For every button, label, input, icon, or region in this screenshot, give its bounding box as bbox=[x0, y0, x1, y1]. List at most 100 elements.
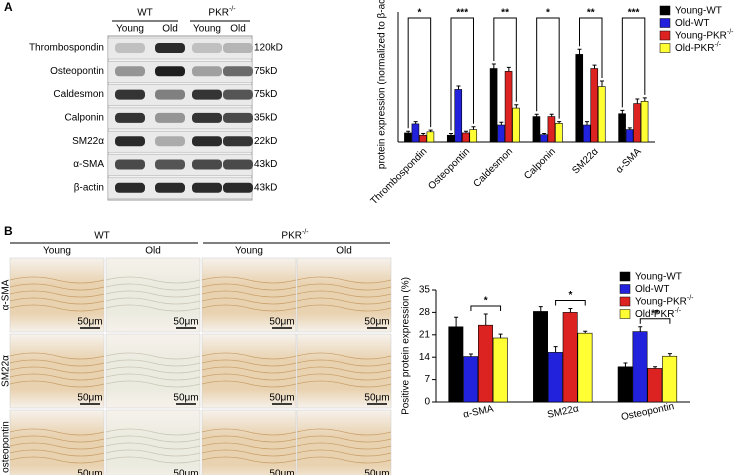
tissue-fiber bbox=[105, 428, 201, 436]
significance-label: * bbox=[568, 290, 572, 301]
bar bbox=[540, 134, 548, 143]
error-bar bbox=[568, 308, 573, 313]
bar bbox=[625, 129, 634, 143]
tissue-fiber bbox=[105, 304, 201, 312]
blot-band bbox=[115, 66, 145, 77]
blot-band bbox=[223, 182, 253, 193]
bar bbox=[497, 124, 505, 143]
tissue-fiber bbox=[296, 297, 392, 305]
tissue-fiber bbox=[296, 373, 392, 381]
y-axis-label: protein expression (normalized to β-acti… bbox=[377, 0, 388, 169]
tissue-fiber bbox=[105, 352, 201, 360]
blot-band bbox=[115, 182, 145, 193]
bar bbox=[632, 331, 648, 403]
legend-label: Old-WT bbox=[675, 18, 709, 29]
bar bbox=[512, 107, 520, 143]
histology-image bbox=[9, 333, 105, 409]
scale-label: 50μm bbox=[77, 469, 102, 475]
group-label: WT bbox=[137, 8, 153, 19]
error-bar bbox=[449, 133, 454, 136]
bar bbox=[446, 134, 455, 143]
bar bbox=[463, 356, 479, 403]
panel-letter: A bbox=[4, 0, 13, 14]
blot-band bbox=[155, 43, 185, 53]
bar bbox=[411, 123, 420, 143]
y-tick-label: 0 bbox=[424, 397, 430, 408]
tissue-fiber bbox=[201, 359, 297, 367]
blot-band bbox=[223, 66, 253, 77]
histology-image bbox=[296, 333, 392, 409]
error-bar bbox=[506, 66, 511, 72]
tissue-fiber bbox=[9, 276, 105, 284]
legend-swatch bbox=[619, 309, 631, 319]
tissue-fiber bbox=[9, 297, 105, 305]
tissue-fiber bbox=[105, 449, 201, 457]
blot-band bbox=[192, 182, 222, 193]
group-label: WT bbox=[94, 231, 110, 242]
scale-label: 50μm bbox=[269, 469, 294, 475]
x-tick-label: α-SMA bbox=[614, 146, 644, 176]
significance-bracket bbox=[536, 17, 560, 119]
error-bar bbox=[406, 130, 411, 133]
protein-label: SM22α bbox=[72, 136, 104, 147]
bar bbox=[582, 124, 591, 143]
tissue-fiber bbox=[105, 283, 201, 291]
protein-label: Calponin bbox=[65, 113, 104, 124]
tissue-fiber bbox=[296, 359, 392, 367]
error-bar bbox=[553, 346, 558, 353]
scale-label: 50μm bbox=[173, 317, 198, 328]
group-label: PKR-/- bbox=[208, 6, 236, 18]
bar bbox=[547, 352, 563, 403]
lane-label: Young bbox=[116, 24, 144, 35]
error-bar bbox=[623, 362, 628, 367]
size-label: 35kD bbox=[254, 113, 277, 124]
error-bar bbox=[514, 104, 519, 109]
lane-label: Young bbox=[193, 24, 221, 35]
blot-band bbox=[192, 136, 222, 147]
size-label: 75kD bbox=[254, 89, 277, 100]
blot-band bbox=[115, 112, 145, 123]
x-tick-label: Calponin bbox=[522, 146, 558, 182]
bar bbox=[461, 132, 470, 143]
error-bar bbox=[413, 121, 418, 124]
significance-bracket bbox=[639, 318, 671, 324]
legend-label: Young-WT bbox=[675, 6, 722, 17]
error-bar bbox=[471, 126, 476, 130]
size-label: 43kD bbox=[254, 182, 277, 193]
tissue-fiber bbox=[9, 428, 105, 436]
tissue-fiber bbox=[201, 290, 297, 298]
error-bar bbox=[534, 113, 539, 117]
histology-image bbox=[105, 333, 201, 409]
tissue-fiber bbox=[296, 380, 392, 388]
significance-label: * bbox=[546, 8, 550, 19]
error-bar bbox=[638, 326, 643, 332]
size-label: 22kD bbox=[254, 136, 277, 147]
size-label: 120kD bbox=[254, 43, 283, 54]
blot-band bbox=[192, 66, 222, 77]
tissue-fiber bbox=[296, 283, 392, 291]
tissue-fiber bbox=[201, 352, 297, 360]
tissue-fiber bbox=[9, 456, 105, 464]
error-bar bbox=[585, 121, 590, 126]
bar bbox=[532, 116, 541, 143]
bar bbox=[617, 366, 633, 403]
bar bbox=[489, 68, 498, 143]
error-bar bbox=[557, 121, 562, 124]
significance-label: * bbox=[417, 8, 421, 19]
tissue-fiber bbox=[105, 359, 201, 367]
histology-image bbox=[201, 257, 297, 333]
tissue-fiber bbox=[9, 449, 105, 457]
x-tick-label: SM22α bbox=[570, 146, 600, 176]
lane-label: Old bbox=[162, 24, 178, 35]
y-tick-label: 14 bbox=[419, 352, 431, 363]
error-bar bbox=[498, 333, 503, 338]
error-bar bbox=[456, 85, 461, 90]
blot-band bbox=[155, 66, 185, 77]
blot-band bbox=[155, 89, 185, 100]
error-bar bbox=[499, 121, 504, 126]
blot-band bbox=[155, 182, 185, 193]
bar bbox=[577, 332, 593, 403]
tissue-fiber bbox=[105, 290, 201, 298]
bar bbox=[647, 368, 663, 403]
y-tick-label: 7 bbox=[424, 374, 430, 385]
